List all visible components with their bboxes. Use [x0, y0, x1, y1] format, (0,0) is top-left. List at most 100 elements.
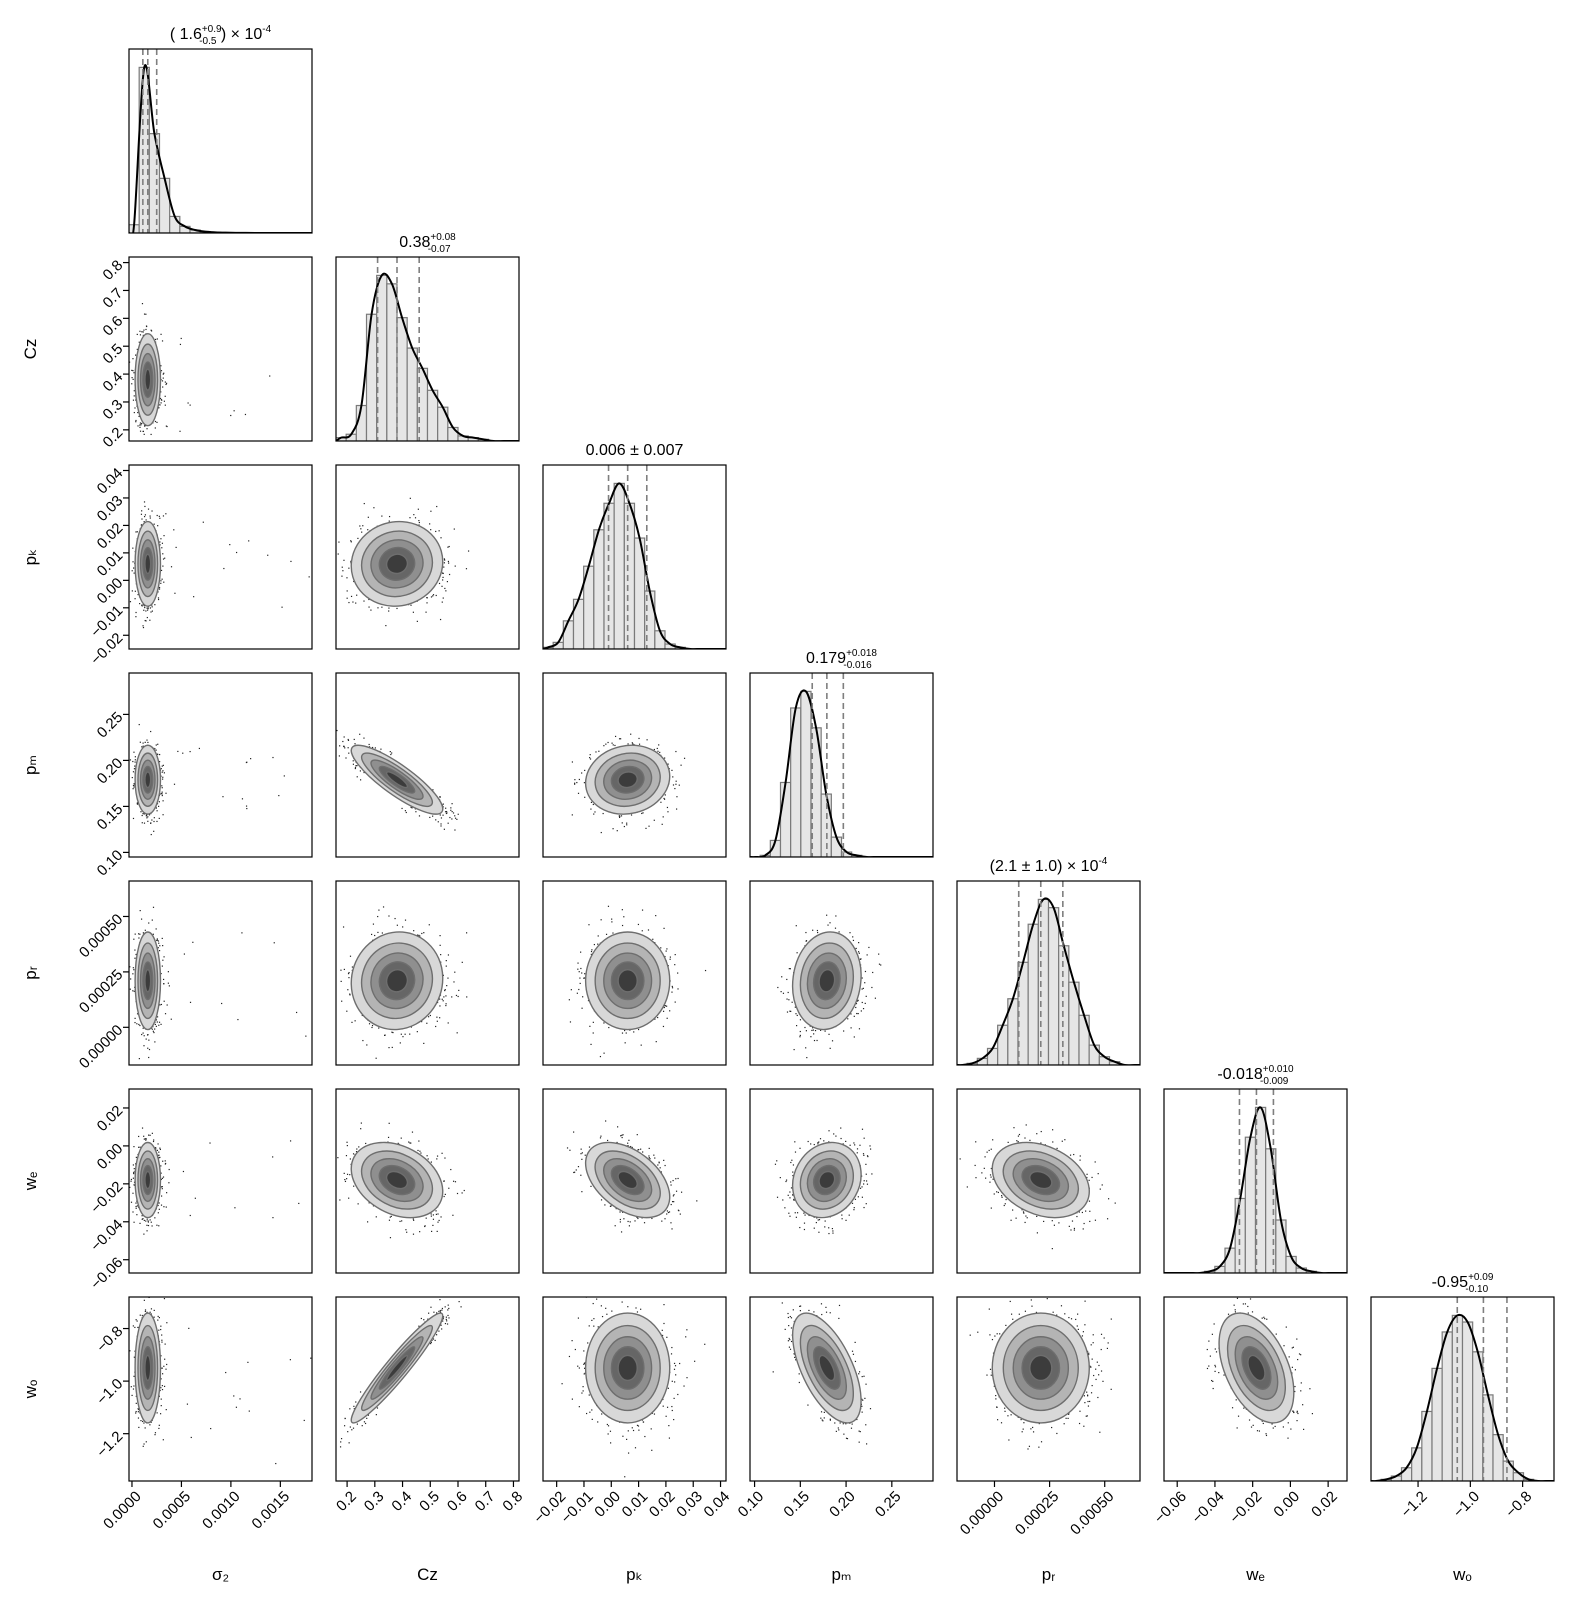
- sample-point: [848, 1214, 850, 1216]
- sample-point: [159, 760, 161, 763]
- sample-point: [444, 811, 447, 813]
- sample-point: [825, 1306, 827, 1308]
- sample-point: [641, 909, 644, 911]
- sample-point: [791, 1001, 793, 1003]
- contour-level: [144, 771, 152, 789]
- sample-point: [1070, 1318, 1073, 1320]
- sample-point: [289, 1140, 292, 1142]
- sample-point: [151, 1028, 153, 1030]
- hist-bar: [1502, 1460, 1514, 1481]
- sample-point: [138, 1058, 140, 1060]
- sample-point: [780, 991, 782, 993]
- sample-point: [627, 1142, 629, 1144]
- sample-point: [133, 1171, 135, 1173]
- sample-point: [589, 758, 592, 760]
- sample-point: [152, 1140, 155, 1143]
- sample-point: [674, 1365, 677, 1367]
- sample-point: [861, 1186, 863, 1188]
- sample-point: [133, 411, 135, 414]
- sample-point: [593, 943, 595, 946]
- sample-point: [413, 1219, 415, 1221]
- sample-point: [135, 1410, 137, 1413]
- sample-point: [459, 1193, 460, 1194]
- sample-point: [869, 1148, 872, 1150]
- sample-point: [435, 1025, 437, 1028]
- sample-point: [667, 1211, 670, 1214]
- sample-point: [828, 1232, 830, 1235]
- sample-point: [352, 1427, 355, 1429]
- sample-point: [131, 383, 133, 385]
- sample-point: [442, 1317, 444, 1319]
- sample-point: [153, 1316, 155, 1318]
- sample-point: [158, 1021, 161, 1023]
- sample-point: [799, 1036, 801, 1038]
- sample-point: [975, 1141, 977, 1143]
- sample-point: [858, 1441, 860, 1443]
- sample-point: [568, 999, 570, 1001]
- sample-point: [1036, 1133, 1038, 1135]
- sample-point: [366, 1044, 368, 1046]
- sample-point: [1092, 1334, 1094, 1336]
- sample-point: [320, 789, 321, 790]
- sample-point: [281, 606, 283, 608]
- sample-point: [135, 1202, 137, 1204]
- sample-point: [660, 1171, 662, 1173]
- diag-panel-σz: [129, 49, 312, 233]
- sample-point: [856, 1148, 859, 1150]
- sample-point: [860, 1010, 862, 1012]
- sample-point: [452, 1180, 455, 1182]
- sample-point: [162, 558, 165, 560]
- sample-point: [135, 953, 137, 956]
- panel-we-vs-σz: [129, 1127, 460, 1235]
- sample-point: [580, 951, 582, 953]
- sample-point: [440, 954, 442, 956]
- sample-point: [622, 1435, 624, 1437]
- sample-point: [381, 932, 383, 934]
- sample-point: [865, 1424, 867, 1426]
- sample-point: [416, 1031, 418, 1033]
- sample-point: [138, 1023, 140, 1026]
- hist-bar: [447, 426, 459, 441]
- sample-point: [846, 1437, 849, 1440]
- sample-point: [156, 820, 158, 823]
- sample-point: [349, 1174, 351, 1176]
- sample-point: [865, 995, 867, 997]
- sample-point: [823, 1140, 825, 1142]
- sample-point: [164, 1358, 166, 1360]
- sample-point: [374, 747, 376, 749]
- sample-point: [139, 1024, 141, 1027]
- sample-point: [348, 1362, 349, 1363]
- sample-point: [347, 738, 349, 741]
- sample-point: [141, 814, 143, 817]
- sample-point: [805, 1030, 808, 1032]
- sample-point: [144, 741, 146, 743]
- sample-point: [622, 1268, 623, 1269]
- sample-point: [160, 582, 162, 584]
- sample-point: [137, 411, 139, 414]
- sample-point: [621, 924, 624, 927]
- sample-point: [863, 1206, 865, 1209]
- sample-point: [823, 1411, 825, 1413]
- sample-point: [959, 1158, 961, 1160]
- sample-point: [788, 1346, 791, 1348]
- sample-point: [150, 329, 152, 331]
- sample-point: [165, 1368, 167, 1370]
- sample-point: [617, 1126, 619, 1128]
- sample-point: [157, 947, 159, 949]
- sample-point: [653, 1413, 656, 1415]
- sample-point: [653, 819, 655, 821]
- sample-point: [402, 1036, 404, 1038]
- hist-bar: [1088, 1044, 1100, 1065]
- sample-point: [419, 935, 421, 937]
- sample-point: [624, 1042, 626, 1044]
- sample-point: [589, 757, 591, 759]
- sample-point: [155, 807, 157, 809]
- sample-point: [329, 971, 330, 972]
- sample-point: [983, 1167, 985, 1169]
- sample-point: [165, 382, 168, 384]
- sample-point: [859, 958, 861, 960]
- sample-point: [594, 811, 596, 813]
- sample-point: [601, 1315, 604, 1318]
- contour-level: [617, 1170, 638, 1190]
- sample-point: [447, 822, 449, 824]
